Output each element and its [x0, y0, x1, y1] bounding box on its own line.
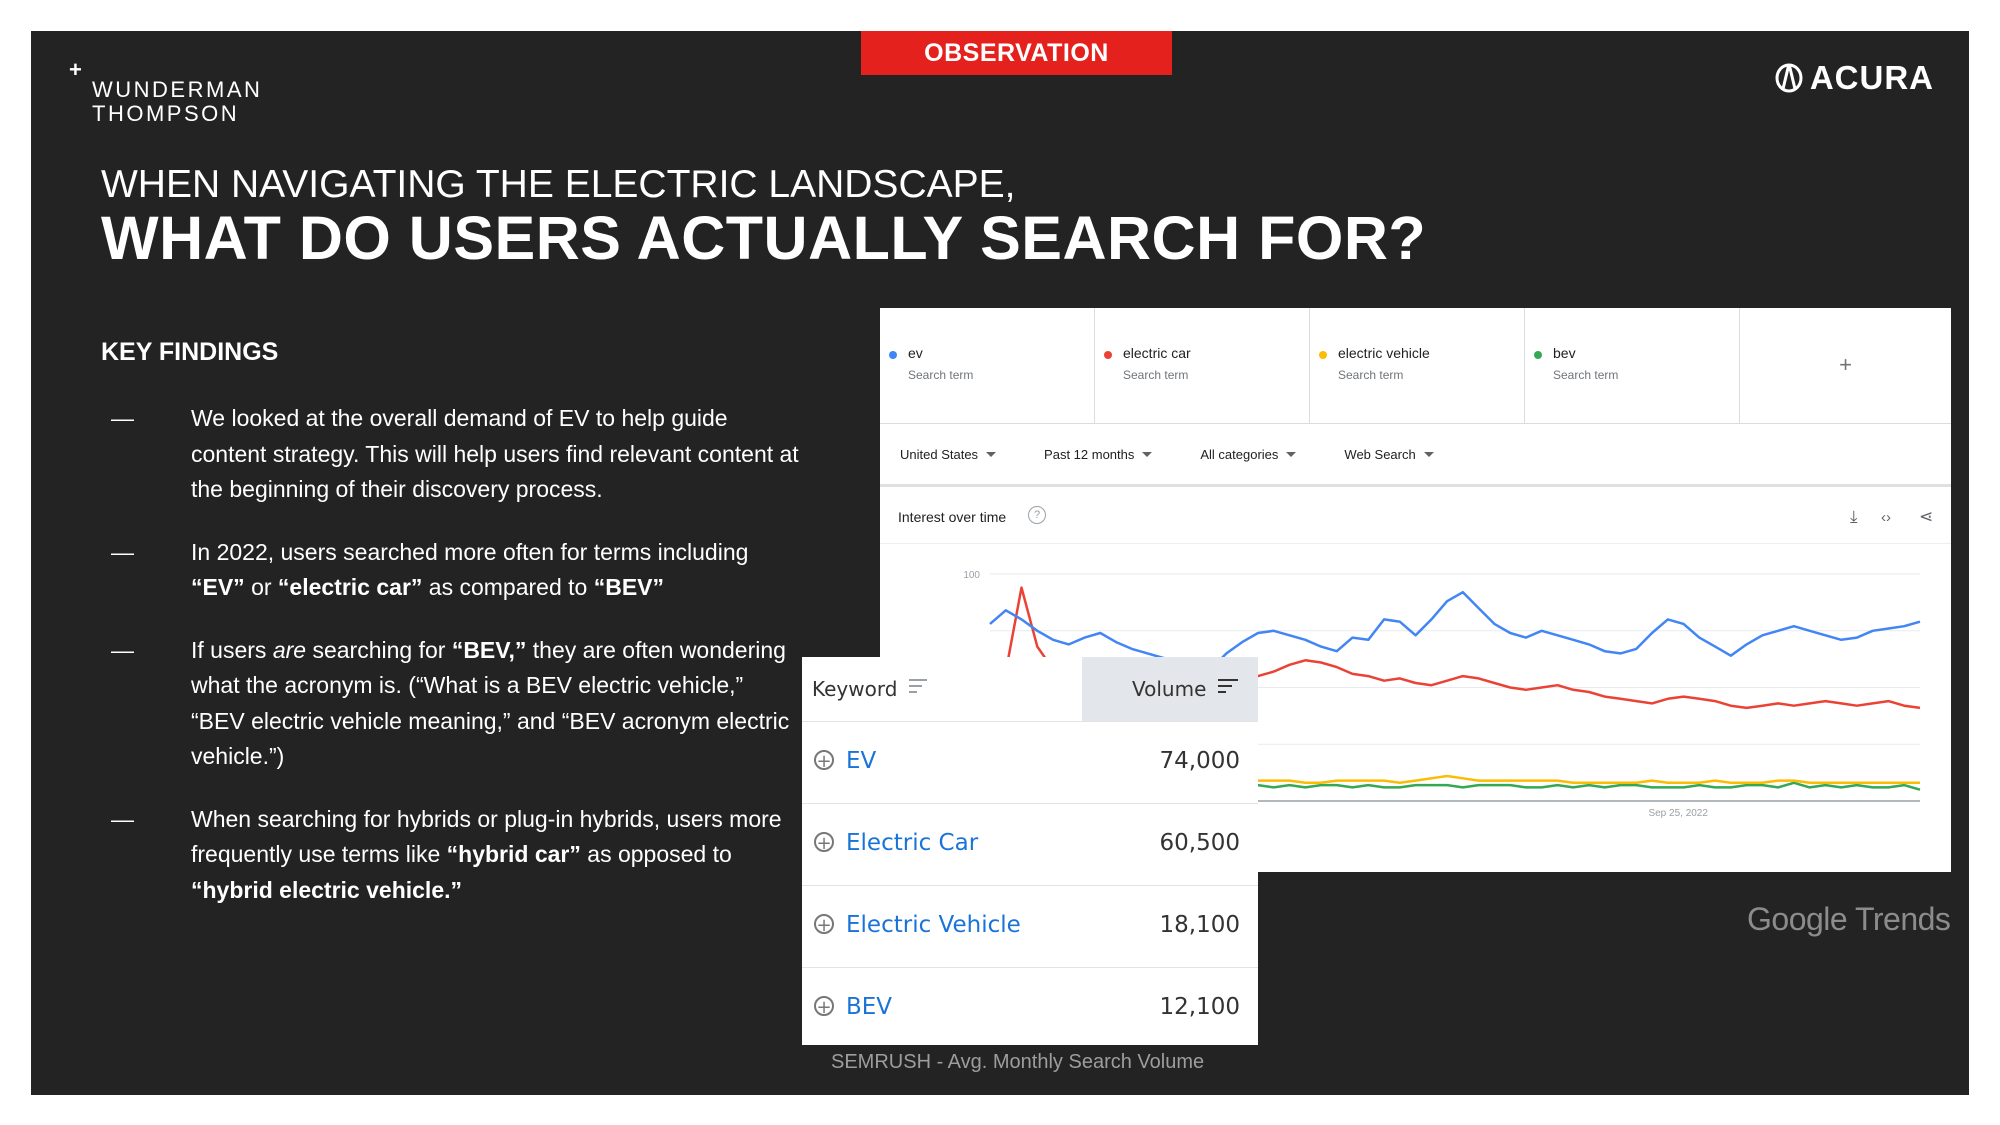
semrush-caption: SEMRUSH - Avg. Monthly Search Volume [831, 1051, 1205, 1073]
y-tick-label: 100 [963, 570, 980, 581]
chevron-down-icon [1423, 451, 1434, 457]
search-term-type: Search term [1338, 368, 1404, 382]
keyword-column-header[interactable]: Keyword [802, 657, 1082, 721]
search-volume: 74,000 [1159, 748, 1240, 774]
finding-text: In 2022, users searched more often for t… [191, 538, 749, 601]
interest-over-time-header: Interest over time ? ⤓ ‹› ⋖ [880, 493, 1951, 544]
add-icon: + [1839, 352, 1852, 377]
finding-item: — When searching for hybrids or plug-in h… [101, 802, 801, 909]
share-icon[interactable]: ⋖ [1919, 507, 1934, 526]
finding-text: When searching for hybrids or plug-in hy… [191, 805, 782, 903]
sort-icon[interactable] [909, 679, 927, 697]
bullet-dash: — [111, 636, 134, 663]
search-term-type: Search term [1123, 368, 1189, 382]
search-term-ev[interactable]: ev Search term [880, 308, 1095, 423]
table-row: + BEV 12,100 [802, 967, 1258, 1045]
finding-item: — We looked at the overall demand of EV t… [101, 401, 801, 508]
interest-over-time-label: Interest over time [898, 509, 1007, 525]
table-row: + Electric Car 60,500 [802, 803, 1258, 886]
keyword-link[interactable]: BEV [846, 994, 893, 1020]
filter-dropdown-1[interactable]: Past 12 months [1044, 446, 1153, 462]
series-color-dot [889, 351, 897, 359]
semrush-table: Keyword Volume + EV 74,000 + Electric Car 60,… [802, 657, 1258, 1045]
add-keyword-icon[interactable]: + [814, 750, 834, 772]
acura-logo-icon [1775, 63, 1803, 93]
chevron-down-icon [1286, 451, 1297, 457]
search-volume: 60,500 [1159, 830, 1240, 856]
keyword-link[interactable]: EV [846, 748, 877, 774]
search-term-electric-vehicle[interactable]: electric vehicle Search term [1310, 308, 1525, 423]
volume-header-label: Volume [1132, 677, 1207, 701]
filter-dropdown-3[interactable]: Web Search [1344, 446, 1434, 462]
search-volume: 12,100 [1159, 994, 1240, 1020]
brand-name: ACURA [1809, 59, 1934, 96]
keyword-link[interactable]: Electric Vehicle [846, 912, 1021, 938]
filter-label: Past 12 months [1044, 446, 1135, 462]
slide: OBSERVATION + WUNDERMAN THOMPSON ACURA W… [31, 31, 1969, 1095]
download-icon[interactable]: ⤓ [1850, 507, 1858, 526]
volume-column-header[interactable]: Volume [1082, 657, 1258, 721]
filter-label: United States [900, 446, 979, 462]
google-trends-logo: Google Trends [1747, 901, 1951, 937]
brand-logo: ACURA [1774, 59, 1934, 97]
keyword-link[interactable]: Electric Car [846, 830, 979, 856]
search-term-electric-car[interactable]: electric car Search term [1095, 308, 1310, 423]
add-keyword-icon[interactable]: + [814, 914, 834, 936]
help-icon[interactable]: ? [1028, 506, 1046, 524]
add-term-button[interactable]: + [1740, 308, 1951, 423]
series-color-dot [1104, 351, 1112, 359]
keyword-header-label: Keyword [812, 677, 898, 701]
page-title-line2: WHAT DO USERS ACTUALLY SEARCH FOR? [101, 204, 1427, 272]
finding-item: — In 2022, users searched more often for … [101, 535, 801, 606]
x-tick-label: Sep 25, 2022 [1648, 808, 1708, 819]
filter-label: All categories [1200, 446, 1279, 462]
series-color-dot [1319, 351, 1327, 359]
filter-label: Web Search [1344, 446, 1416, 462]
observation-badge: OBSERVATION [861, 31, 1172, 75]
chevron-down-icon [1142, 451, 1153, 457]
search-terms-bar: ev Search term electric car Search term elec… [880, 308, 1951, 424]
search-volume: 18,100 [1159, 912, 1240, 938]
bullet-dash: — [111, 538, 134, 565]
bullet-dash: — [111, 805, 134, 832]
agency-name-line2: THOMPSON [92, 101, 240, 126]
agency-name-line1: WUNDERMAN [92, 77, 263, 102]
finding-text: If users are searching for “BEV,” they a… [191, 636, 790, 770]
sort-icon[interactable] [1218, 679, 1238, 697]
search-term-type: Search term [1553, 368, 1619, 382]
filters-bar: United States Past 12 months All categorie… [880, 424, 1951, 487]
add-keyword-icon[interactable]: + [814, 996, 834, 1018]
search-term-name: electric vehicle [1338, 345, 1430, 361]
chevron-down-icon [986, 451, 997, 457]
add-keyword-icon[interactable]: + [814, 832, 834, 854]
series-color-dot [1534, 351, 1542, 359]
search-term-name: ev [908, 345, 923, 361]
search-term-name: bev [1553, 345, 1576, 361]
semrush-table-header: Keyword Volume [802, 657, 1258, 721]
filter-dropdown-2[interactable]: All categories [1200, 446, 1297, 462]
bullet-dash: — [111, 405, 134, 431]
key-findings-heading: KEY FINDINGS [101, 338, 279, 366]
key-findings-list: — We looked at the overall demand of EV t… [101, 401, 801, 935]
search-term-name: electric car [1123, 345, 1191, 361]
table-row: + Electric Vehicle 18,100 [802, 885, 1258, 968]
page-title-line1: WHEN NAVIGATING THE ELECTRIC LANDSCAPE, [101, 163, 1016, 206]
finding-text: We looked at the overall demand of EV to… [191, 405, 799, 502]
filter-dropdown-0[interactable]: United States [900, 446, 997, 462]
finding-item: — If users are searching for “BEV,” they … [101, 633, 801, 775]
table-row: + EV 74,000 [802, 721, 1258, 804]
embed-icon[interactable]: ‹› [1881, 509, 1891, 526]
series-line-ev [989, 590, 1921, 671]
search-term-type: Search term [908, 368, 974, 382]
plus-icon: + [69, 57, 82, 82]
search-term-bev[interactable]: bev Search term [1525, 308, 1740, 423]
